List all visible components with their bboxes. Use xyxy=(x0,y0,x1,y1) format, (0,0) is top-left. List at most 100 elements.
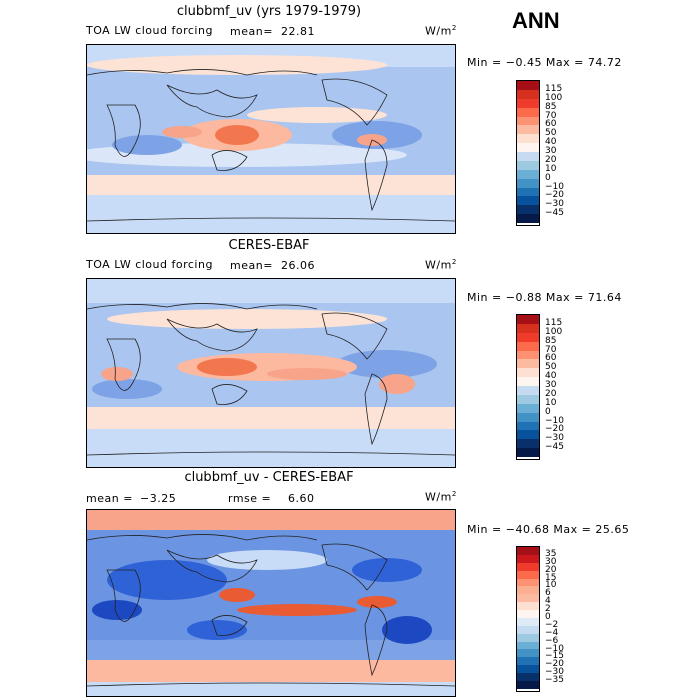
colorbar-segment xyxy=(517,359,539,369)
panel1-subtitle: TOA LW cloud forcing xyxy=(86,24,213,37)
colorbar-tick-label: 10 xyxy=(545,397,557,408)
colorbar-tick-label: −20 xyxy=(545,659,564,670)
colorbar-tick-label: −2 xyxy=(545,619,559,630)
colorbar-tick-label: 0 xyxy=(545,406,551,417)
panel3-units: W/m2 xyxy=(425,490,457,504)
colorbar-tick-label: −30 xyxy=(545,199,564,210)
panel2-map xyxy=(86,278,456,468)
colorbar-segment xyxy=(517,134,539,144)
colorbar-tick-label: 10 xyxy=(545,580,557,591)
colorbar-tick-label: 70 xyxy=(545,344,557,355)
panel1-colorbar xyxy=(516,80,540,226)
colorbar-tick-label: 4 xyxy=(545,596,551,607)
colorbar-tick-label: −20 xyxy=(545,190,564,201)
colorbar-segment xyxy=(517,169,539,179)
colorbar-tick-label: 10 xyxy=(545,163,557,174)
colorbar-segment xyxy=(517,633,539,642)
colorbar-segment xyxy=(517,107,539,117)
colorbar-segment xyxy=(517,448,539,457)
panel2-subtitle: TOA LW cloud forcing xyxy=(86,258,213,271)
panel1-title: clubbmf_uv (yrs 1979-1979) xyxy=(176,4,362,19)
colorbar-segment xyxy=(517,125,539,135)
panel3-map xyxy=(86,509,456,697)
colorbar-tick-label: 115 xyxy=(545,317,563,328)
panel3-title: clubbmf_uv - CERES-EBAF xyxy=(184,470,354,485)
colorbar-tick-label: −6 xyxy=(545,635,559,646)
colorbar-tick-label: 100 xyxy=(545,92,563,103)
panel3-minmax: Min = −40.68 Max = 25.65 xyxy=(467,523,630,536)
colorbar-tick-label: 0 xyxy=(545,172,551,183)
panel1-map xyxy=(86,44,456,234)
colorbar-tick-label: −35 xyxy=(545,675,564,686)
colorbar-segment xyxy=(517,205,539,215)
panel3-rmse-value: 6.60 xyxy=(288,492,315,505)
colorbar-tick-label: 115 xyxy=(545,83,563,94)
colorbar-tick-label: 40 xyxy=(545,137,557,148)
colorbar-segment xyxy=(517,602,539,610)
colorbar-segment xyxy=(517,81,539,90)
colorbar-segment xyxy=(517,665,539,673)
colorbar-tick-label: −10 xyxy=(545,181,564,192)
colorbar-tick-label: 60 xyxy=(545,353,557,364)
panel2-mean-value: 26.06 xyxy=(281,259,315,272)
panel1-mean-label: mean= xyxy=(230,25,273,38)
colorbar-segment xyxy=(517,350,539,360)
panel3-mean-label: mean = xyxy=(86,492,133,505)
colorbar-segment xyxy=(517,341,539,351)
colorbar-tick-label: 60 xyxy=(545,119,557,130)
colorbar-segment xyxy=(517,578,539,587)
colorbar-tick-label: 15 xyxy=(545,572,557,583)
colorbar-segment xyxy=(517,89,539,99)
colorbar-tick-label: 20 xyxy=(545,388,557,399)
colorbar-segment xyxy=(517,673,539,681)
colorbar-segment xyxy=(517,143,539,152)
colorbar-tick-label: 20 xyxy=(545,564,557,575)
colorbar-tick-label: −10 xyxy=(545,643,564,654)
panel2-colorbar xyxy=(516,314,540,460)
colorbar-tick-label: −10 xyxy=(545,415,564,426)
season-label: ANN xyxy=(512,8,560,33)
colorbar-segment xyxy=(517,547,539,555)
panel1-minmax: Min = −0.45 Max = 74.72 xyxy=(467,56,622,69)
panel3-rmse-label: rmse = xyxy=(228,492,272,505)
panel2-mean-label: mean= xyxy=(230,259,273,272)
colorbar-tick-label: 20 xyxy=(545,154,557,165)
colorbar-tick-label: 6 xyxy=(545,588,551,599)
panel1-units: W/m2 xyxy=(425,24,457,38)
colorbar-segment xyxy=(517,386,539,395)
colorbar-tick-label: −30 xyxy=(545,433,564,444)
panel2-units: W/m2 xyxy=(425,258,457,272)
colorbar-segment xyxy=(517,430,539,440)
panel3-mean-value: −3.25 xyxy=(140,492,177,505)
colorbar-tick-label: −45 xyxy=(545,208,564,219)
colorbar-tick-label: 70 xyxy=(545,110,557,121)
colorbar-segment xyxy=(517,196,539,206)
colorbar-tick-label: 100 xyxy=(545,326,563,337)
colorbar-tick-label: 35 xyxy=(545,548,557,559)
colorbar-segment xyxy=(517,641,539,650)
colorbar-segment xyxy=(517,332,539,342)
colorbar-tick-label: 85 xyxy=(545,101,557,112)
colorbar-segment xyxy=(517,657,539,666)
colorbar-tick-label: 2 xyxy=(545,604,551,615)
colorbar-tick-label: 85 xyxy=(545,335,557,346)
colorbar-segment xyxy=(517,178,539,188)
colorbar-tick-label: −20 xyxy=(545,424,564,435)
panel3-colorbar xyxy=(516,546,540,692)
colorbar-segment xyxy=(517,617,539,626)
colorbar-segment xyxy=(517,610,539,618)
colorbar-tick-label: 30 xyxy=(545,146,557,156)
colorbar-segment xyxy=(517,680,539,689)
colorbar-tick-label: 50 xyxy=(545,128,557,139)
colorbar-tick-label: 50 xyxy=(545,362,557,373)
panel1-mean-value: 22.81 xyxy=(281,25,315,38)
colorbar-segment xyxy=(517,403,539,413)
colorbar-segment xyxy=(517,412,539,422)
colorbar-segment xyxy=(517,116,539,126)
colorbar-segment xyxy=(517,594,539,603)
colorbar-segment xyxy=(517,323,539,333)
colorbar-tick-label: 30 xyxy=(545,380,557,390)
colorbar-segment xyxy=(517,586,539,595)
colorbar-tick-label: −30 xyxy=(545,667,564,678)
colorbar-segment xyxy=(517,625,539,634)
